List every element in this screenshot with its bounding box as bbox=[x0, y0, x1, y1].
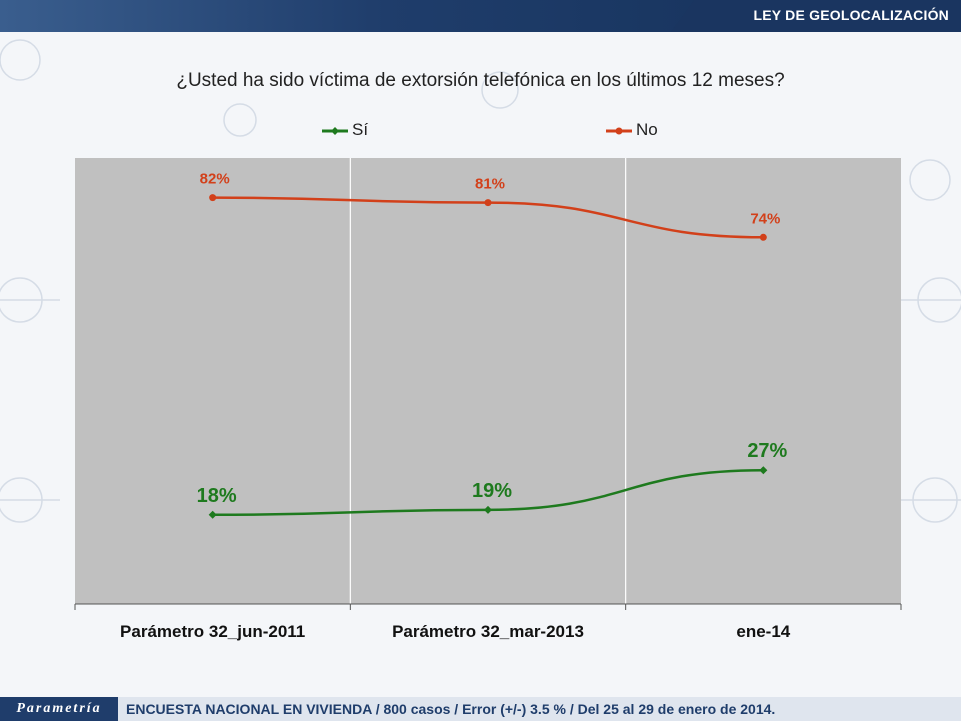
legend-label-si: Sí bbox=[352, 120, 369, 139]
legend-label-no: No bbox=[636, 120, 658, 139]
data-point-no bbox=[209, 194, 217, 202]
chart-legend: Sí No bbox=[0, 120, 961, 142]
data-point-si bbox=[208, 510, 217, 519]
data-label-si: 19% bbox=[472, 480, 512, 502]
data-label-no: 82% bbox=[200, 171, 230, 188]
header-bar: LEY DE GEOLOCALIZACIÓN bbox=[0, 0, 961, 32]
data-label-no: 81% bbox=[475, 176, 505, 193]
data-point-no bbox=[759, 233, 767, 241]
data-point-si bbox=[484, 505, 492, 514]
x-tick-label: ene-14 bbox=[736, 622, 790, 641]
data-label-si: 27% bbox=[747, 440, 787, 462]
footer-note: ENCUESTA NACIONAL EN VIVIENDA / 800 caso… bbox=[126, 701, 776, 717]
header-title-box bbox=[671, 0, 961, 32]
data-point-si bbox=[759, 466, 768, 475]
data-point-no bbox=[484, 199, 492, 207]
legend-item-si: Sí bbox=[322, 120, 368, 140]
x-tick-label: Parámetro 32_mar-2013 bbox=[392, 622, 584, 641]
footer-bar: Parametría ENCUESTA NACIONAL EN VIVIENDA… bbox=[0, 697, 961, 721]
legend-line-no-icon bbox=[606, 127, 632, 135]
chart-question: ¿Usted ha sido víctima de extorsión tele… bbox=[176, 70, 785, 91]
data-label-no: 74% bbox=[750, 210, 780, 227]
plot-area bbox=[75, 158, 901, 604]
parametria-logo: Parametría bbox=[0, 697, 118, 721]
legend-item-no: No bbox=[606, 120, 658, 140]
data-label-si: 18% bbox=[197, 485, 237, 507]
x-tick-label: Parámetro 32_jun-2011 bbox=[120, 622, 305, 641]
page-title: LEY DE GEOLOCALIZACIÓN bbox=[753, 7, 949, 23]
legend-line-si-icon bbox=[322, 126, 348, 135]
